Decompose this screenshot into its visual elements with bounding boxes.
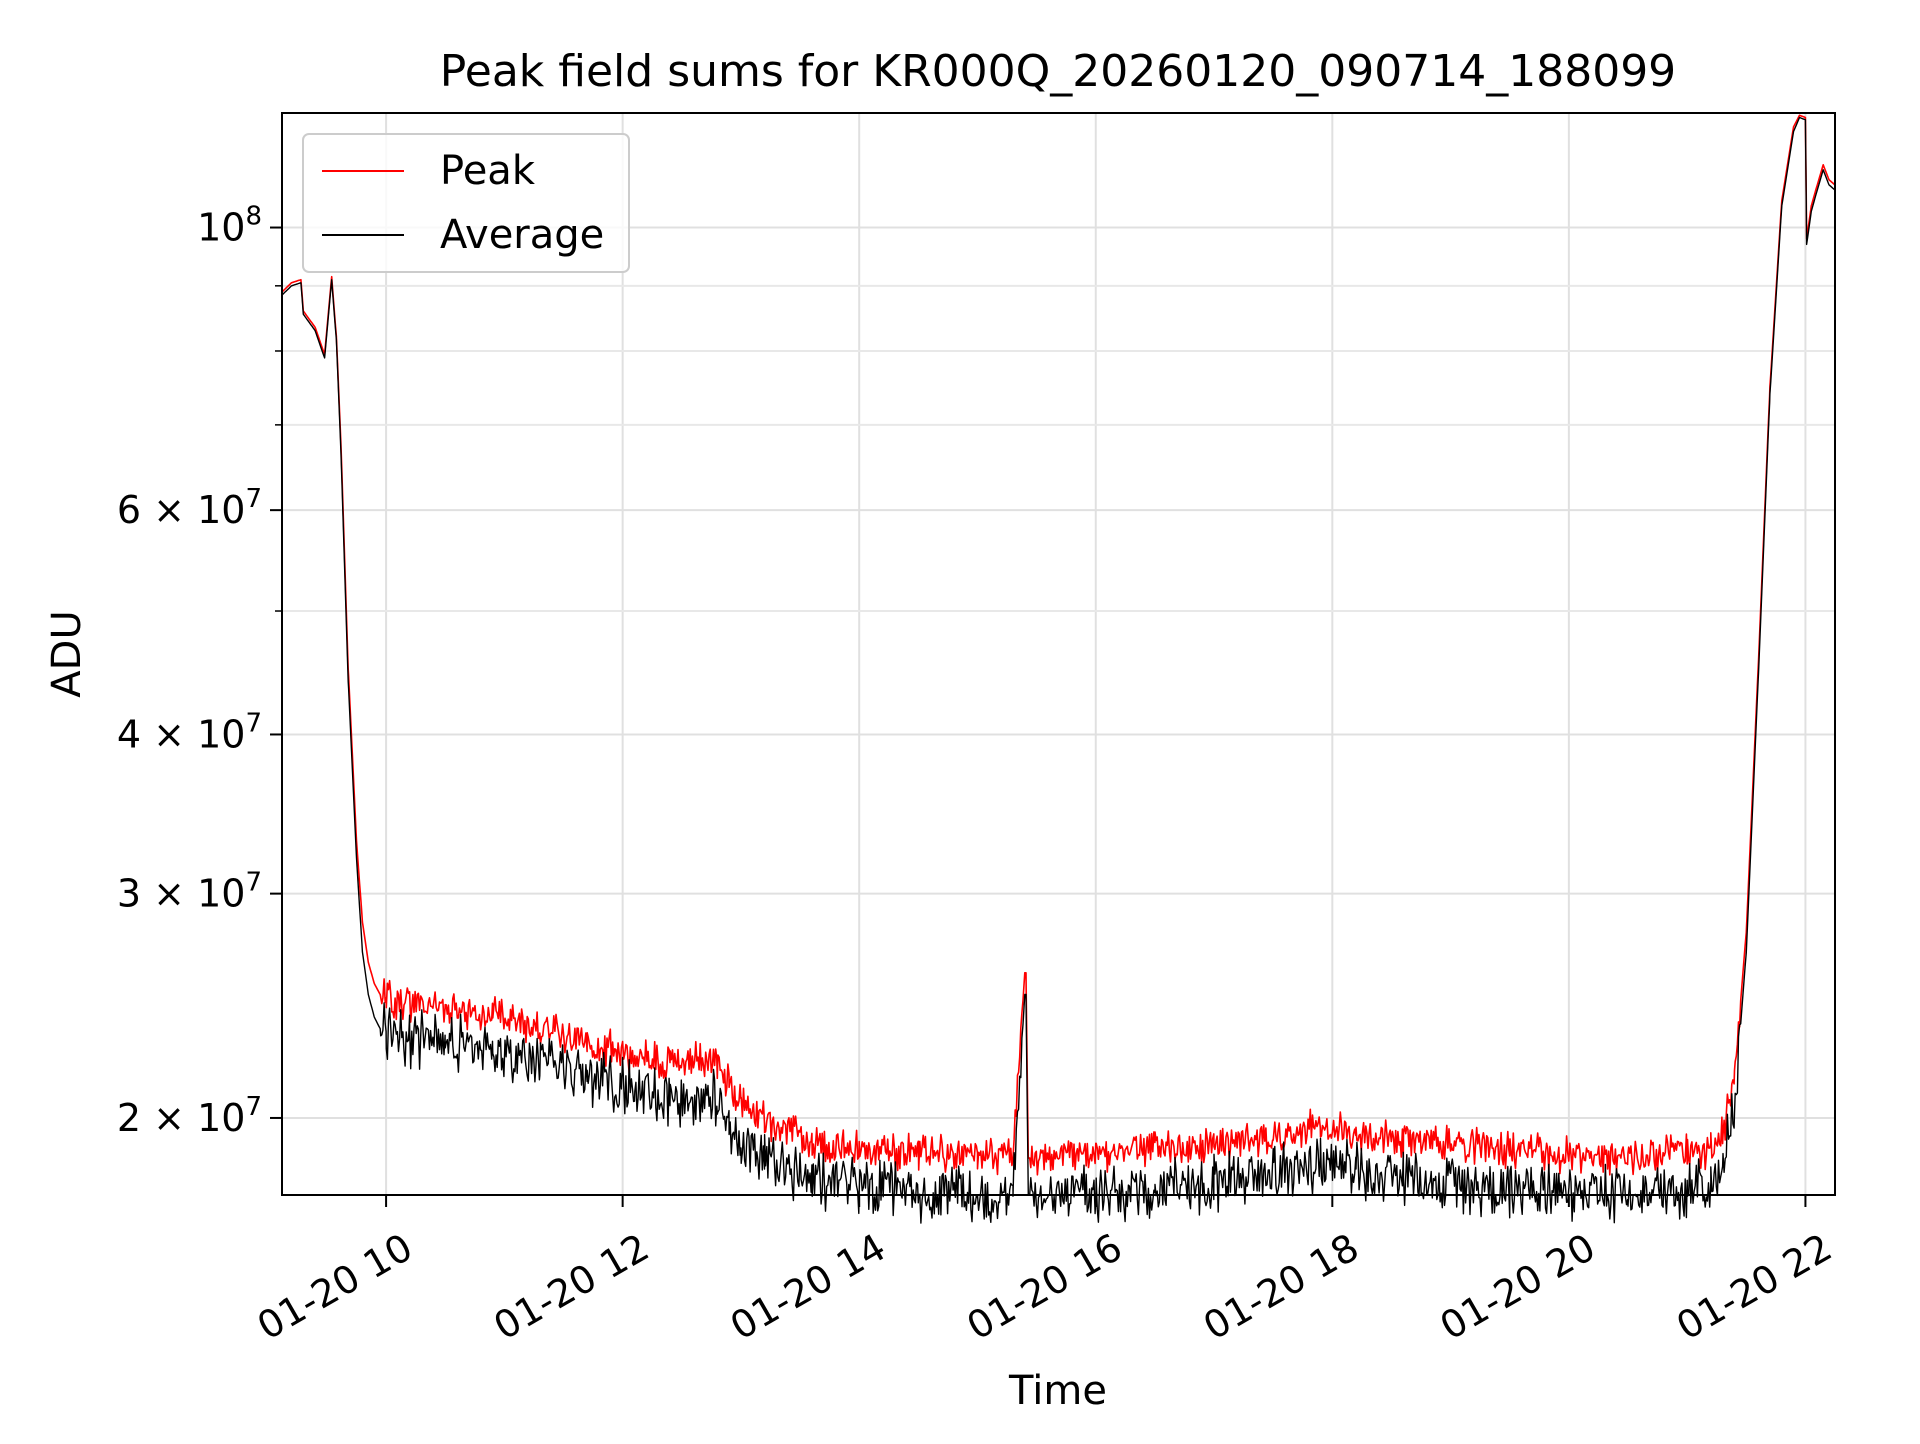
legend-box (302, 133, 630, 273)
x-axis-label: Time (1008, 1368, 1107, 1414)
y-tick-label: 2 × 107 (117, 1092, 262, 1140)
y-axis-label: ADU (44, 610, 90, 697)
y-tick-base: 4 × 10 (117, 712, 246, 756)
legend-peak-label: Peak (440, 148, 536, 194)
y-tick-exponent: 7 (245, 1092, 262, 1122)
y-tick-exponent: 7 (245, 708, 262, 738)
y-tick-exponent: 7 (245, 868, 262, 898)
y-tick-label: 6 × 107 (117, 484, 262, 532)
y-tick-base: 6 × 10 (117, 488, 246, 532)
legend-average-label: Average (440, 212, 604, 258)
y-tick-label: 4 × 107 (117, 708, 262, 756)
y-tick-label: 3 × 107 (117, 868, 262, 916)
series-peak-line (281, 114, 1836, 1176)
y-tick-base: 2 × 10 (117, 1096, 246, 1140)
chart-title: Peak field sums for KR000Q_20260120_0907… (440, 46, 1676, 97)
legend: Peak Average (302, 133, 630, 273)
y-tick-base: 3 × 10 (117, 872, 246, 916)
y-tick-label: 108 (197, 202, 262, 250)
y-tick-exponent: 8 (245, 202, 262, 232)
y-tick-base: 10 (197, 206, 245, 250)
y-tick-exponent: 7 (245, 484, 262, 514)
plot-frame (281, 112, 1836, 1196)
